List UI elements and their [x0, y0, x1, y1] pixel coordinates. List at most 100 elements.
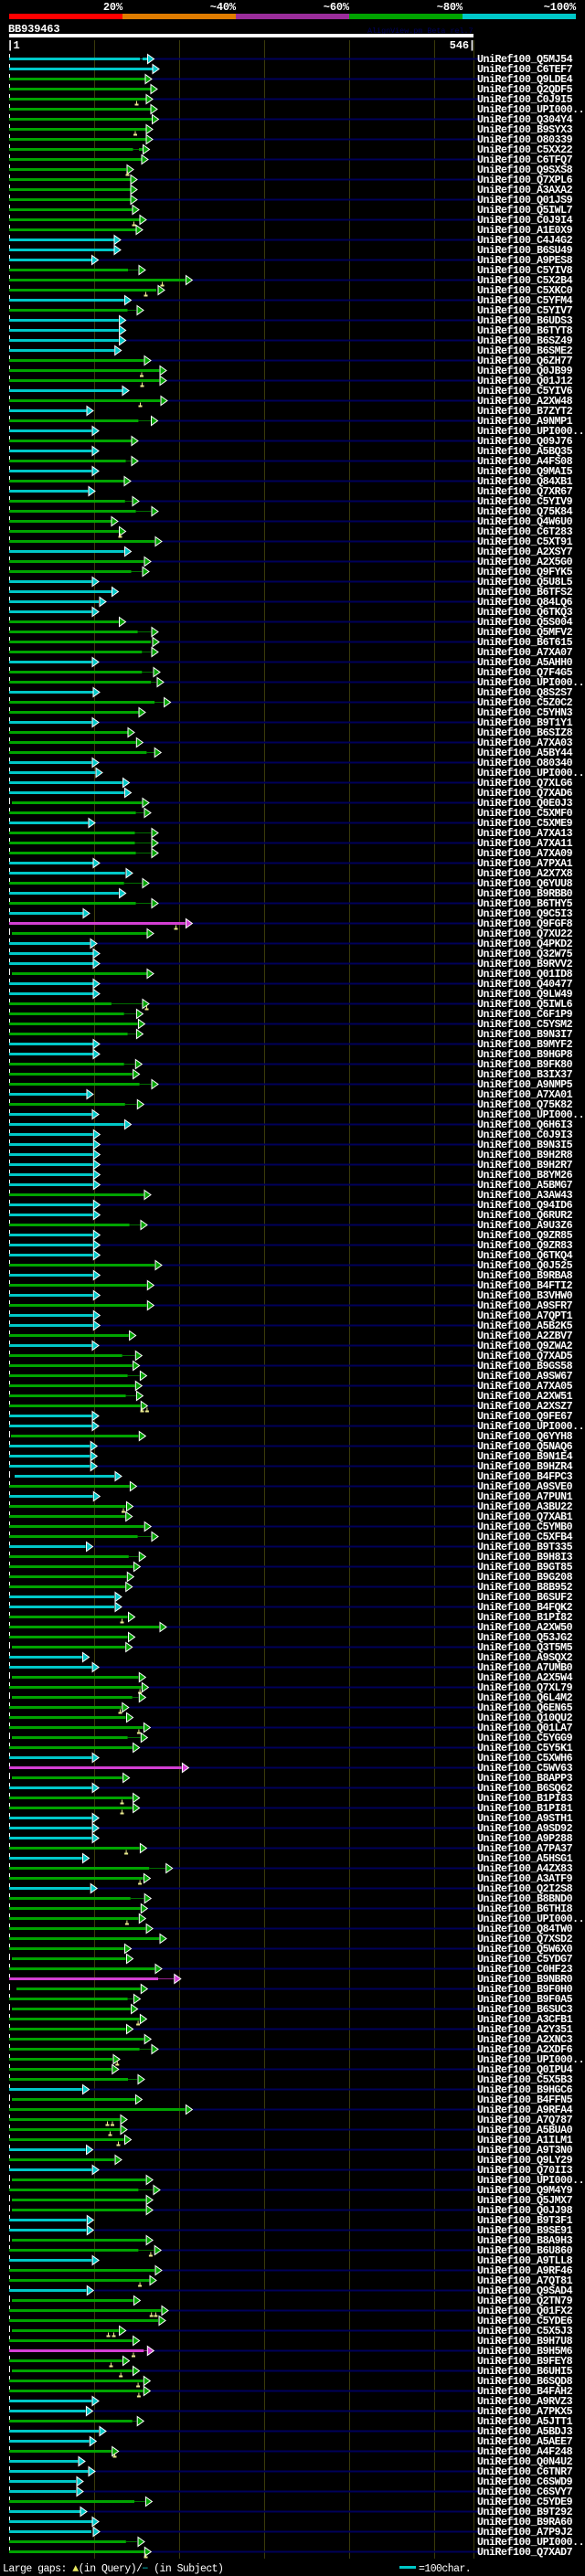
- svg-text:UniRef100_Q9FGF8: UniRef100_Q9FGF8: [477, 918, 573, 930]
- svg-text:UniRef100_A5JTT1: UniRef100_A5JTT1: [477, 2416, 573, 2428]
- svg-text:UniRef100_Q4W6U0: UniRef100_Q4W6U0: [477, 516, 573, 528]
- svg-text:UniRef100_B9T1Y1: UniRef100_B9T1Y1: [477, 717, 573, 729]
- svg-text:UniRef100_Q7XR67: UniRef100_Q7XR67: [477, 486, 573, 498]
- svg-text:UniRef100_Q4PKD2: UniRef100_Q4PKD2: [477, 938, 573, 950]
- svg-text:UniRef100_Q6H6I3: UniRef100_Q6H6I3: [477, 1119, 573, 1131]
- svg-text:UniRef100_A2X5W4: UniRef100_A2X5W4: [477, 1672, 573, 1684]
- svg-text:UniRef100_C5XFB4: UniRef100_C5XFB4: [477, 1532, 573, 1543]
- svg-text:UniRef100_Q9ZWA2: UniRef100_Q9ZWA2: [477, 1341, 573, 1352]
- svg-text:UniRef100_A9RFA4: UniRef100_A9RFA4: [477, 2104, 573, 2116]
- svg-text:UniRef100_A9TLL8: UniRef100_A9TLL8: [477, 2255, 573, 2267]
- svg-text:UniRef100_Q75K82: UniRef100_Q75K82: [477, 1099, 573, 1111]
- svg-text:UniRef100_A7PKX5: UniRef100_A7PKX5: [477, 2406, 573, 2418]
- svg-text:UniRef100_A9STH1: UniRef100_A9STH1: [477, 1813, 573, 1825]
- svg-text:UniRef100_Q9LY29: UniRef100_Q9LY29: [477, 2155, 573, 2167]
- svg-text:UniRef100_A7XA01: UniRef100_A7XA01: [477, 1089, 573, 1101]
- svg-text:UniRef100_C5XME9: UniRef100_C5XME9: [477, 818, 573, 830]
- svg-text:UniRef100_Q6ZH77: UniRef100_Q6ZH77: [477, 355, 573, 367]
- svg-text:UniRef100_Q53JG2: UniRef100_Q53JG2: [477, 1632, 573, 1644]
- svg-text:UniRef100_A3ATF9: UniRef100_A3ATF9: [477, 1873, 573, 1885]
- svg-text:UniRef100_A2XSZ7: UniRef100_A2XSZ7: [477, 1401, 573, 1413]
- svg-text:UniRef100_A7XA05: UniRef100_A7XA05: [477, 1381, 573, 1393]
- svg-text:UniRef100_A3AW43: UniRef100_A3AW43: [477, 1190, 573, 1202]
- svg-text:UniRef100_C6T283: UniRef100_C6T283: [477, 526, 573, 538]
- svg-text:UniRef100_UPI000..: UniRef100_UPI000..: [477, 2054, 584, 2066]
- svg-text:UniRef100_Q9FE67: UniRef100_Q9FE67: [477, 1411, 573, 1423]
- svg-text:UniRef100_A2XNC3: UniRef100_A2XNC3: [477, 2034, 573, 2046]
- svg-text:UniRef100_A5BMG7: UniRef100_A5BMG7: [477, 1180, 573, 1192]
- svg-text:UniRef100_A5BY44: UniRef100_A5BY44: [477, 747, 573, 759]
- svg-text:UniRef100_A7UMB0: UniRef100_A7UMB0: [477, 1662, 573, 1674]
- svg-text:UniRef100_C5XWH6: UniRef100_C5XWH6: [477, 1753, 573, 1765]
- svg-text:UniRef100_Q9SXS8: UniRef100_Q9SXS8: [477, 164, 573, 176]
- svg-text:UniRef100_A7P9J2: UniRef100_A7P9J2: [477, 2527, 573, 2539]
- svg-text:UniRef100_Q5S004: UniRef100_Q5S004: [477, 617, 573, 629]
- svg-text:UniRef100_B6T615: UniRef100_B6T615: [477, 637, 573, 649]
- svg-text:UniRef100_B1PI81: UniRef100_B1PI81: [477, 1803, 573, 1815]
- svg-text:UniRef100_A5BUA0: UniRef100_A5BUA0: [477, 2125, 573, 2136]
- svg-text:UniRef100_Q7XAD5: UniRef100_Q7XAD5: [477, 1351, 573, 1362]
- svg-text:~60%: ~60%: [324, 1, 350, 14]
- svg-text:UniRef100_A9P288: UniRef100_A9P288: [477, 1833, 573, 1845]
- svg-text:UniRef100_A2XW50: UniRef100_A2XW50: [477, 1622, 573, 1634]
- svg-text:UniRef100_B9GT85: UniRef100_B9GT85: [477, 1562, 573, 1574]
- svg-text:UniRef100_A9U3Z6: UniRef100_A9U3Z6: [477, 1220, 573, 1232]
- svg-text:UniRef100_A3AXA2: UniRef100_A3AXA2: [477, 185, 573, 196]
- svg-text:UniRef100_Q5JMX7: UniRef100_Q5JMX7: [477, 2195, 573, 2207]
- svg-text:UniRef100_A9RF46: UniRef100_A9RF46: [477, 2265, 573, 2277]
- svg-text:UniRef100_C0J9I5: UniRef100_C0J9I5: [477, 94, 573, 106]
- svg-text:UniRef100_B9H5M6: UniRef100_B9H5M6: [477, 2346, 573, 2358]
- svg-text:UniRef100_Q0IPU4: UniRef100_Q0IPU4: [477, 2064, 573, 2076]
- svg-text:UniRef100_Q7XAD7: UniRef100_Q7XAD7: [477, 2547, 573, 2559]
- svg-text:UniRef100_A2ZBV7: UniRef100_A2ZBV7: [477, 1330, 573, 1342]
- svg-text:UniRef100_B6SQ62: UniRef100_B6SQ62: [477, 1783, 573, 1795]
- svg-text:UniRef100_Q6YYH8: UniRef100_Q6YYH8: [477, 1431, 573, 1443]
- svg-text:UniRef100_UPI000..: UniRef100_UPI000..: [477, 1913, 584, 1925]
- svg-text:AlignView.pm Beta rel.7: AlignView.pm Beta rel.7: [367, 27, 473, 36]
- svg-text:UniRef100_A2X5G0: UniRef100_A2X5G0: [477, 557, 573, 568]
- svg-text:UniRef100_Q7F4G5: UniRef100_Q7F4G5: [477, 667, 573, 679]
- svg-text:UniRef100_A2XDF6: UniRef100_A2XDF6: [477, 2044, 573, 2056]
- svg-text:UniRef100_A7XA09: UniRef100_A7XA09: [477, 848, 573, 860]
- svg-text:UniRef100_B8A9H3: UniRef100_B8A9H3: [477, 2235, 573, 2247]
- svg-text:UniRef100_C5YFM4: UniRef100_C5YFM4: [477, 295, 573, 307]
- svg-text:UniRef100_B3IX37: UniRef100_B3IX37: [477, 1069, 573, 1081]
- svg-text:UniRef100_Q5W6X0: UniRef100_Q5W6X0: [477, 1944, 573, 1956]
- svg-text:UniRef100_C6SVY7: UniRef100_C6SVY7: [477, 2486, 573, 2498]
- svg-text:UniRef100_B9H2R8: UniRef100_B9H2R8: [477, 1150, 573, 1161]
- svg-text:UniRef100_B3VHW0: UniRef100_B3VHW0: [477, 1290, 573, 1302]
- svg-text:UniRef100_C6TFQ7: UniRef100_C6TFQ7: [477, 154, 573, 166]
- svg-text:UniRef100_Q9MAI5: UniRef100_Q9MAI5: [477, 466, 573, 478]
- svg-text:UniRef100_B9N3I5: UniRef100_B9N3I5: [477, 1140, 573, 1151]
- svg-text:UniRef100_Q0E0J3: UniRef100_Q0E0J3: [477, 798, 573, 810]
- svg-text:UniRef100_Q7XAB1: UniRef100_Q7XAB1: [477, 1511, 573, 1523]
- svg-text:UniRef100_C5YDE6: UniRef100_C5YDE6: [477, 2316, 573, 2327]
- svg-text:UniRef100_Q9M4Y9: UniRef100_Q9M4Y9: [477, 2185, 573, 2197]
- svg-text:UniRef100_C5X5B3: UniRef100_C5X5B3: [477, 2074, 573, 2086]
- svg-text:20%: 20%: [103, 1, 123, 14]
- svg-text:UniRef100_A7PA37: UniRef100_A7PA37: [477, 1843, 573, 1855]
- svg-text:UniRef100_B9HGP8: UniRef100_B9HGP8: [477, 1049, 573, 1061]
- svg-text:UniRef100_B6SME2: UniRef100_B6SME2: [477, 345, 573, 357]
- svg-text:UniRef100_C5Y5K1: UniRef100_C5Y5K1: [477, 1743, 573, 1754]
- svg-text:UniRef100_Q6TKQ4: UniRef100_Q6TKQ4: [477, 1250, 573, 1262]
- svg-text:UniRef100_Q5MJ54: UniRef100_Q5MJ54: [477, 54, 573, 66]
- svg-text:UniRef100_Q9FYK5: UniRef100_Q9FYK5: [477, 567, 573, 578]
- svg-text:UniRef100_A5BQ35: UniRef100_A5BQ35: [477, 446, 573, 458]
- svg-text:UniRef100_B4FAH2: UniRef100_B4FAH2: [477, 2386, 573, 2398]
- svg-text:UniRef100_C5XX22: UniRef100_C5XX22: [477, 144, 573, 156]
- svg-text:UniRef100_B4FPC3: UniRef100_B4FPC3: [477, 1471, 573, 1483]
- svg-text:UniRef100_Q7XLG6: UniRef100_Q7XLG6: [477, 778, 573, 790]
- svg-text:UniRef100_Q7XSD2: UniRef100_Q7XSD2: [477, 1934, 573, 1945]
- svg-text:UniRef100_B6TFS2: UniRef100_B6TFS2: [477, 587, 573, 599]
- svg-text:UniRef100_B6SUF2: UniRef100_B6SUF2: [477, 1592, 573, 1604]
- svg-text:UniRef100_UPI000..: UniRef100_UPI000..: [477, 768, 584, 779]
- svg-text:~100%: ~100%: [544, 1, 577, 14]
- svg-text:UniRef100_B9FEY8: UniRef100_B9FEY8: [477, 2356, 573, 2368]
- svg-text:=100char.: =100char.: [419, 2563, 471, 2575]
- svg-text:UniRef100_A7PXA1: UniRef100_A7PXA1: [477, 858, 573, 870]
- svg-text:UniRef100_C0J9I4: UniRef100_C0J9I4: [477, 215, 573, 227]
- svg-text:~40%: ~40%: [210, 1, 237, 14]
- svg-text:UniRef100_Q70II3: UniRef100_Q70II3: [477, 2165, 573, 2177]
- svg-text:UniRef100_B1PI82: UniRef100_B1PI82: [477, 1612, 573, 1624]
